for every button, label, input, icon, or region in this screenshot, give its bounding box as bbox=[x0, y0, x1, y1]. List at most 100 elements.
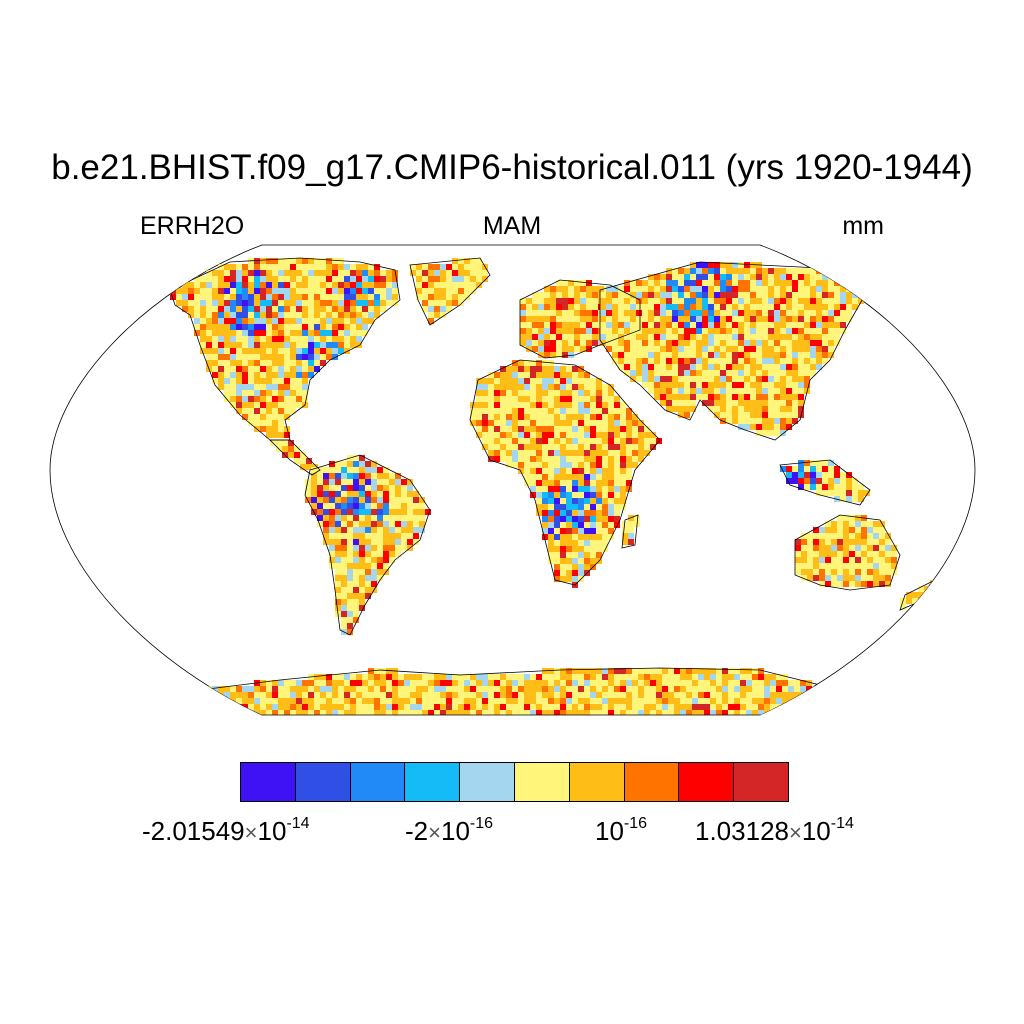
land-grid-cell bbox=[341, 587, 347, 593]
land-grid-cell bbox=[750, 340, 756, 346]
land-grid-cell bbox=[380, 686, 386, 692]
land-grid-cell bbox=[554, 426, 560, 432]
land-grid-cell bbox=[284, 342, 290, 348]
land-grid-cell bbox=[686, 710, 692, 715]
land-grid-cell bbox=[347, 611, 353, 617]
land-grid-cell bbox=[236, 692, 242, 698]
land-grid-cell bbox=[536, 468, 542, 474]
land-grid-cell bbox=[720, 298, 726, 304]
land-grid-cell bbox=[377, 539, 383, 545]
land-grid-cell bbox=[636, 340, 642, 346]
land-grid-cell bbox=[500, 704, 506, 710]
land-grid-cell bbox=[774, 298, 780, 304]
land-grid-cell bbox=[578, 710, 584, 715]
land-grid-cell bbox=[578, 468, 584, 474]
land-grid-cell bbox=[278, 698, 284, 704]
land-grid-cell bbox=[560, 408, 566, 414]
land-grid-cell bbox=[356, 312, 362, 318]
land-grid-cell bbox=[458, 258, 464, 264]
land-grid-cell bbox=[807, 533, 813, 539]
land-grid-cell bbox=[512, 692, 518, 698]
land-grid-cell bbox=[566, 384, 572, 390]
land-grid-cell bbox=[606, 310, 612, 316]
land-grid-cell bbox=[377, 557, 383, 563]
land-grid-cell bbox=[678, 382, 684, 388]
land-grid-cell bbox=[395, 503, 401, 509]
land-grid-cell bbox=[608, 384, 614, 390]
land-grid-cell bbox=[359, 509, 365, 515]
land-grid-cell bbox=[314, 704, 320, 710]
land-grid-cell bbox=[272, 432, 278, 438]
land-grid-cell bbox=[672, 286, 678, 292]
land-grid-cell bbox=[248, 294, 254, 300]
land-grid-cell bbox=[804, 334, 810, 340]
land-grid-cell bbox=[476, 420, 482, 426]
land-grid-cell bbox=[440, 264, 446, 270]
land-grid-cell bbox=[341, 545, 347, 551]
land-grid-cell bbox=[696, 304, 702, 310]
land-grid-cell bbox=[266, 354, 272, 360]
land-grid-cell bbox=[377, 575, 383, 581]
land-grid-cell bbox=[278, 354, 284, 360]
land-grid-cell bbox=[518, 390, 524, 396]
land-grid-cell bbox=[536, 462, 542, 468]
land-grid-cell bbox=[401, 509, 407, 515]
land-grid-cell bbox=[626, 414, 632, 420]
land-grid-cell bbox=[242, 270, 248, 276]
land-grid-cell bbox=[266, 306, 272, 312]
land-grid-cell bbox=[288, 452, 294, 458]
land-grid-cell bbox=[879, 563, 885, 569]
land-grid-cell bbox=[602, 534, 608, 540]
land-grid-cell bbox=[428, 306, 434, 312]
land-grid-cell bbox=[630, 370, 636, 376]
land-grid-cell bbox=[750, 292, 756, 298]
land-grid-cell bbox=[930, 586, 936, 592]
land-grid-cell bbox=[512, 686, 518, 692]
land-grid-cell bbox=[562, 310, 568, 316]
land-grid-cell bbox=[708, 376, 714, 382]
land-grid-cell bbox=[632, 420, 638, 426]
land-grid-cell bbox=[726, 268, 732, 274]
land-grid-cell bbox=[353, 575, 359, 581]
land-grid-cell bbox=[602, 426, 608, 432]
land-grid-cell bbox=[596, 378, 602, 384]
land-grid-cell bbox=[290, 354, 296, 360]
land-grid-cell bbox=[642, 298, 648, 304]
land-grid-cell bbox=[518, 680, 524, 686]
land-grid-cell bbox=[554, 372, 560, 378]
land-grid-cell bbox=[452, 276, 458, 282]
land-grid-cell bbox=[879, 539, 885, 545]
land-grid-cell bbox=[260, 306, 266, 312]
land-grid-cell bbox=[440, 686, 446, 692]
land-grid-cell bbox=[359, 593, 365, 599]
land-grid-cell bbox=[266, 270, 272, 276]
land-grid-cell bbox=[494, 698, 500, 704]
land-grid-cell bbox=[744, 364, 750, 370]
land-grid-cell bbox=[377, 545, 383, 551]
land-grid-cell bbox=[230, 396, 236, 402]
land-grid-cell bbox=[708, 328, 714, 334]
land-grid-cell bbox=[401, 503, 407, 509]
land-grid-cell bbox=[290, 306, 296, 312]
land-grid-cell bbox=[416, 710, 422, 715]
land-grid-cell bbox=[840, 490, 846, 496]
land-grid-cell bbox=[756, 322, 762, 328]
land-grid-cell bbox=[572, 564, 578, 570]
land-grid-cell bbox=[828, 292, 834, 298]
land-grid-cell bbox=[614, 414, 620, 420]
land-grid-cell bbox=[774, 352, 780, 358]
land-grid-cell bbox=[792, 406, 798, 412]
land-grid-cell bbox=[867, 527, 873, 533]
land-grid-cell bbox=[618, 358, 624, 364]
land-grid-cell bbox=[746, 698, 752, 704]
land-grid-cell bbox=[726, 298, 732, 304]
land-grid-cell bbox=[556, 334, 562, 340]
land-grid-cell bbox=[602, 456, 608, 462]
land-grid-cell bbox=[702, 316, 708, 322]
land-grid-cell bbox=[494, 390, 500, 396]
land-grid-cell bbox=[374, 294, 380, 300]
land-grid-cell bbox=[800, 686, 806, 692]
land-grid-cell bbox=[440, 680, 446, 686]
land-grid-cell bbox=[738, 304, 744, 310]
land-grid-cell bbox=[782, 704, 788, 710]
